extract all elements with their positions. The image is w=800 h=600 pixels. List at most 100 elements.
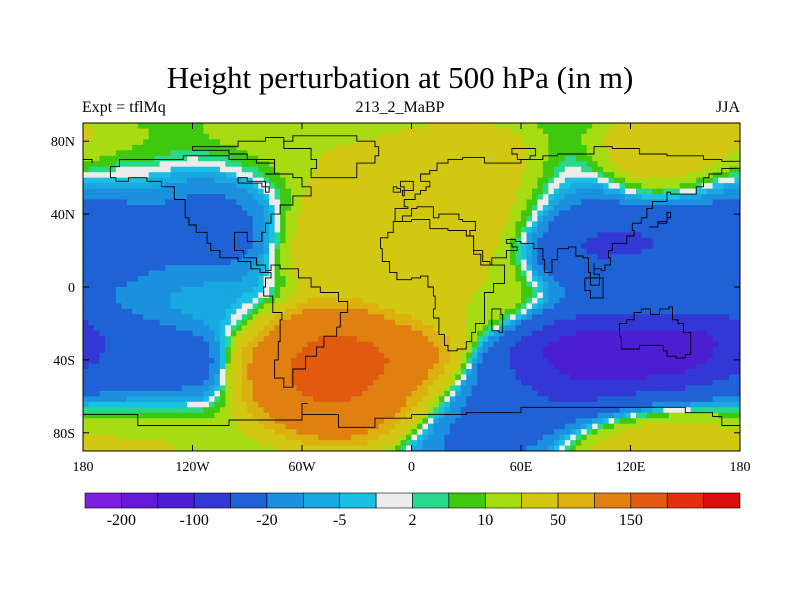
- field-cell: [93, 292, 101, 299]
- field-cell: [614, 292, 621, 299]
- field-cell: [499, 128, 506, 135]
- field-cell: [263, 254, 270, 261]
- field-cell: [427, 194, 434, 201]
- field-cell: [291, 254, 298, 261]
- field-cell: [384, 194, 391, 201]
- field-cell: [110, 292, 117, 299]
- field-cell: [471, 144, 478, 151]
- field-cell: [400, 243, 407, 250]
- field-cell: [236, 150, 243, 157]
- field-cell: [581, 210, 588, 217]
- field-cell: [269, 347, 276, 354]
- field-cell: [302, 177, 309, 184]
- field-cell: [433, 347, 440, 354]
- field-cell: [83, 232, 90, 239]
- field-cell: [329, 133, 336, 140]
- field-cell: [137, 303, 144, 310]
- field-cell: [121, 270, 128, 277]
- field-cell: [307, 287, 314, 294]
- field-cell: [137, 161, 144, 168]
- field-cell: [334, 292, 341, 299]
- field-cell: [504, 314, 511, 321]
- field-cell: [143, 314, 150, 321]
- field-cell: [208, 199, 215, 206]
- field-cell: [334, 194, 341, 201]
- field-cell: [630, 248, 637, 255]
- field-cell: [312, 194, 320, 201]
- field-cell: [718, 210, 725, 217]
- field-cell: [208, 314, 215, 321]
- field-cell: [416, 139, 424, 146]
- field-cell: [159, 254, 166, 261]
- field-cell: [712, 144, 719, 151]
- field-cell: [707, 177, 714, 184]
- field-cell: [269, 210, 276, 217]
- field-cell: [225, 194, 232, 201]
- field-cell: [603, 254, 610, 261]
- field-cell: [641, 177, 648, 184]
- field-cell: [159, 150, 166, 157]
- field-cell: [137, 336, 144, 343]
- field-cell: [712, 166, 719, 173]
- field-cell: [531, 281, 539, 288]
- field-cell: [570, 303, 577, 310]
- field-cell: [444, 336, 451, 343]
- field-cell: [187, 281, 194, 288]
- field-cell: [444, 226, 451, 233]
- field-cell: [176, 347, 183, 354]
- field-cell: [449, 161, 456, 168]
- field-cell: [181, 297, 188, 304]
- field-cell: [586, 188, 593, 195]
- field-cell: [126, 183, 133, 190]
- field-cell: [455, 161, 462, 168]
- field-cell: [203, 341, 210, 348]
- field-cell: [521, 287, 528, 294]
- field-cell: [395, 177, 402, 184]
- field-cell: [400, 292, 407, 299]
- field-cell: [219, 133, 226, 140]
- field-cell: [614, 330, 621, 337]
- field-cell: [537, 172, 544, 179]
- field-cell: [707, 303, 714, 310]
- field-cell: [241, 341, 248, 348]
- field-cell: [679, 303, 686, 310]
- field-cell: [466, 287, 473, 294]
- field-cell: [635, 254, 643, 261]
- field-cell: [679, 166, 686, 173]
- field-cell: [559, 292, 566, 299]
- field-cell: [559, 139, 566, 146]
- field-cell: [197, 139, 205, 146]
- field-cell: [203, 308, 210, 315]
- field-cell: [515, 308, 522, 315]
- field-cell: [334, 205, 341, 212]
- field-cell: [192, 347, 199, 354]
- field-cell: [115, 303, 122, 310]
- field-cell: [685, 172, 692, 179]
- field-cell: [548, 270, 555, 277]
- field-cell: [187, 347, 194, 354]
- field-cell: [696, 226, 703, 233]
- field-cell: [657, 248, 664, 255]
- field-cell: [575, 194, 582, 201]
- field-cell: [685, 194, 692, 201]
- field-cell: [126, 194, 133, 201]
- field-cell: [510, 188, 517, 195]
- field-cell: [635, 128, 643, 135]
- field-cell: [471, 336, 478, 343]
- field-cell: [570, 319, 577, 326]
- field-cell: [701, 325, 708, 332]
- field-cell: [515, 243, 522, 250]
- field-cell: [126, 232, 133, 239]
- field-cell: [115, 226, 122, 233]
- field-cell: [416, 123, 424, 130]
- field-cell: [187, 237, 194, 244]
- field-cell: [99, 254, 106, 261]
- field-cell: [586, 210, 593, 217]
- field-cell: [449, 243, 456, 250]
- field-cell: [104, 128, 111, 135]
- field-cell: [362, 172, 369, 179]
- field-cell: [646, 281, 653, 288]
- field-cell: [586, 133, 593, 140]
- field-cell: [296, 150, 303, 157]
- field-cell: [263, 308, 270, 315]
